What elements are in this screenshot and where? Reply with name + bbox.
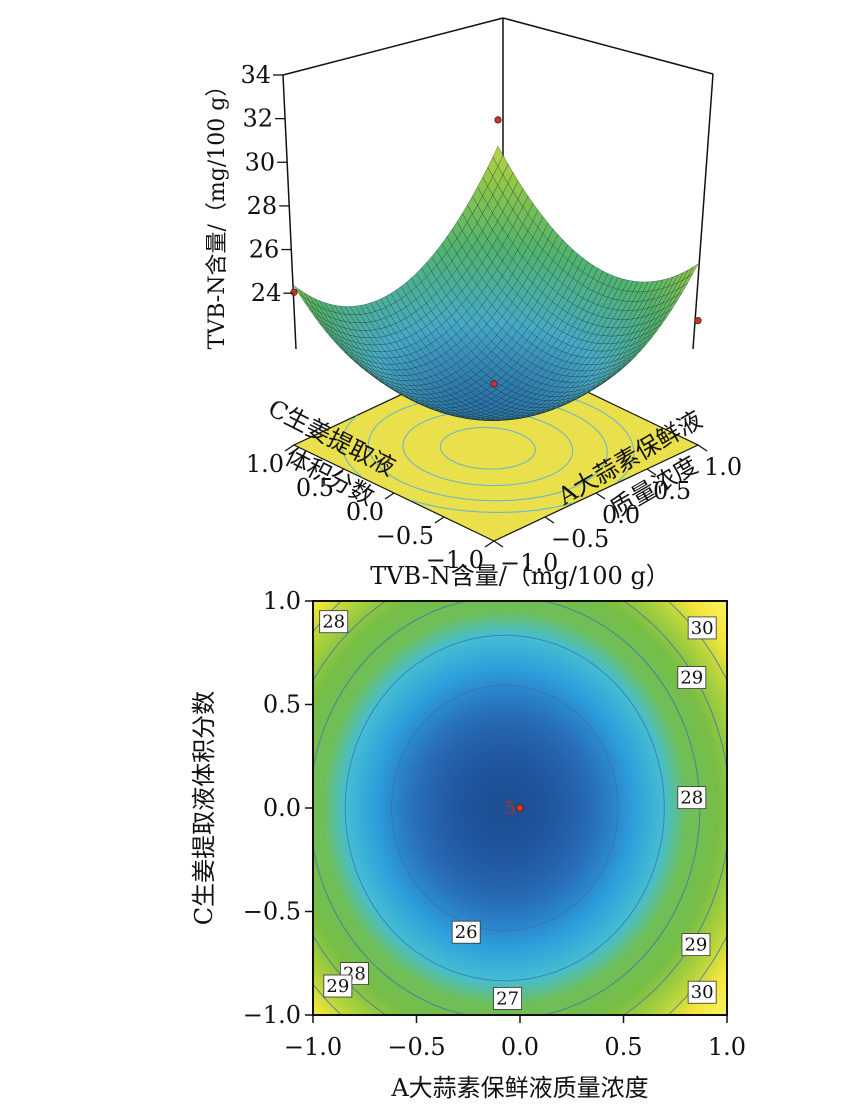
surface-a-tick-mark [493, 540, 504, 548]
contour-x-axis: −1.0 −0.5 0.0 0.5 1.0 [284, 1015, 746, 1061]
contour-label: 29 [677, 666, 707, 689]
contour-label: 29 [681, 933, 711, 957]
surface-c-tick-label: 0.5 [296, 474, 334, 502]
design-point-marker [694, 317, 702, 325]
contour-x-tick-label: −1.0 [284, 1033, 342, 1061]
contour-label-text: 29 [680, 668, 703, 689]
surface-z-tick-label: 34 [240, 61, 271, 89]
contour-label: 26 [451, 920, 481, 944]
surface-c-tick-mark [384, 492, 395, 500]
surface-c-tick-mark [484, 540, 495, 548]
contour-y-tick-label: 1.0 [263, 587, 301, 615]
surface-c-tick-label: 0.0 [346, 498, 384, 526]
contour-y-tick-label: −1.0 [243, 1001, 301, 1029]
contour-chart-title: TVB-N含量/（mg/100 g） [370, 562, 670, 590]
contour-label-box [681, 933, 711, 957]
surface-c-tick-mark [284, 444, 295, 452]
contour-line [313, 601, 701, 1015]
surface-z-axis-title: TVB-N含量/（mg/100 g） [205, 75, 230, 350]
contour-label: 28 [677, 786, 707, 810]
response-surface-mesh [293, 145, 699, 421]
design-point-marker [290, 288, 298, 296]
surface-a-tick-label: 1.0 [704, 453, 742, 481]
center-point-label: 5 [505, 798, 516, 819]
contour-y-axis: −1.0 −0.5 0.0 0.5 1.0 [243, 587, 313, 1029]
contour-x-axis-title: A大蒜素保鲜液质量浓度 [390, 1074, 648, 1102]
design-point-marker [494, 116, 502, 124]
surface-a-tick-mark [544, 516, 555, 524]
design-point-marker [490, 380, 498, 388]
contour-x-tick-label: −0.5 [387, 1033, 445, 1061]
contour-label-text: 27 [496, 988, 519, 1009]
surface-a-tick-mark [595, 492, 606, 500]
contour-label-box [687, 616, 717, 640]
contour-label-box [451, 920, 481, 944]
surface-a-tick-label: 0.5 [653, 477, 691, 505]
contour-label-text: 30 [691, 982, 714, 1003]
contour-label-text: 29 [326, 976, 349, 997]
surface-c-tick-label: −0.5 [376, 522, 434, 550]
contour-label: 29 [323, 974, 353, 998]
contour-label-text: 29 [684, 935, 707, 956]
surface-c-tick-mark [334, 468, 345, 476]
surface-z-tick-label: 26 [249, 236, 280, 264]
surface-z-axis: 24 26 28 30 32 34 TVB-N含量/（mg/100 g） [205, 61, 294, 350]
surface-a-axis: −1.0−0.50.0 0.5 1.0 [493, 444, 742, 577]
contour-label-text: 28 [322, 612, 345, 633]
contour-line [391, 684, 619, 932]
contour-x-tick-label: 0.0 [501, 1033, 539, 1061]
surface-z-tick-label: 30 [245, 148, 276, 176]
surface-design-points [290, 116, 702, 388]
contour-x-tick-label: 1.0 [708, 1033, 746, 1061]
contour-label-box [687, 980, 717, 1004]
surface-3d-axes-box [282, 17, 714, 350]
contour-label-text: 28 [680, 788, 703, 809]
contour-lines [313, 601, 727, 1015]
contour-y-tick-label: −0.5 [243, 898, 301, 926]
contour-y-tick-label: 0.0 [263, 794, 301, 822]
surface-c-axis: −1.0−0.50.0 0.5 1.0 [246, 444, 495, 574]
surface-z-tick-label: 32 [243, 105, 274, 133]
surface-a-tick-label: −0.5 [551, 525, 609, 553]
contour-label: 30 [687, 616, 717, 640]
contour-center-point: 5 [505, 798, 524, 819]
contour-label-box [493, 987, 522, 1010]
surface-a-tick-mark [697, 444, 708, 452]
floor-contour-line [439, 426, 536, 470]
surface-z-tick-label: 28 [247, 192, 278, 220]
contour-line [313, 601, 727, 1015]
contour-label: 27 [493, 987, 522, 1010]
contour-label: 28 [319, 610, 349, 634]
contour-label-text: 30 [691, 618, 714, 639]
surface-z-tick-label: 24 [251, 279, 282, 307]
contour-x-tick-label: 0.5 [604, 1033, 642, 1061]
contour-label: 30 [687, 980, 717, 1004]
surface-a-tick-label: −1.0 [500, 549, 558, 577]
surface-c-tick-mark [434, 516, 445, 524]
contour-label-box [323, 974, 353, 998]
contour-label-box [319, 610, 349, 634]
contour-label-text: 26 [455, 922, 478, 943]
surface-c-tick-label: 1.0 [246, 450, 284, 478]
center-point-marker [516, 804, 524, 812]
contour-label-box [677, 786, 707, 810]
surface-facet [492, 145, 504, 167]
surface-a-tick-mark [646, 468, 657, 476]
surface-c-tick-label: −1.0 [426, 546, 484, 574]
contour-y-tick-label: 0.5 [263, 691, 301, 719]
surface-a-tick-label: 0.0 [602, 501, 640, 529]
contour-line [344, 634, 665, 982]
contour-label-box [677, 666, 707, 689]
contour-y-axis-title: C生姜提取液体积分数 [190, 691, 218, 925]
